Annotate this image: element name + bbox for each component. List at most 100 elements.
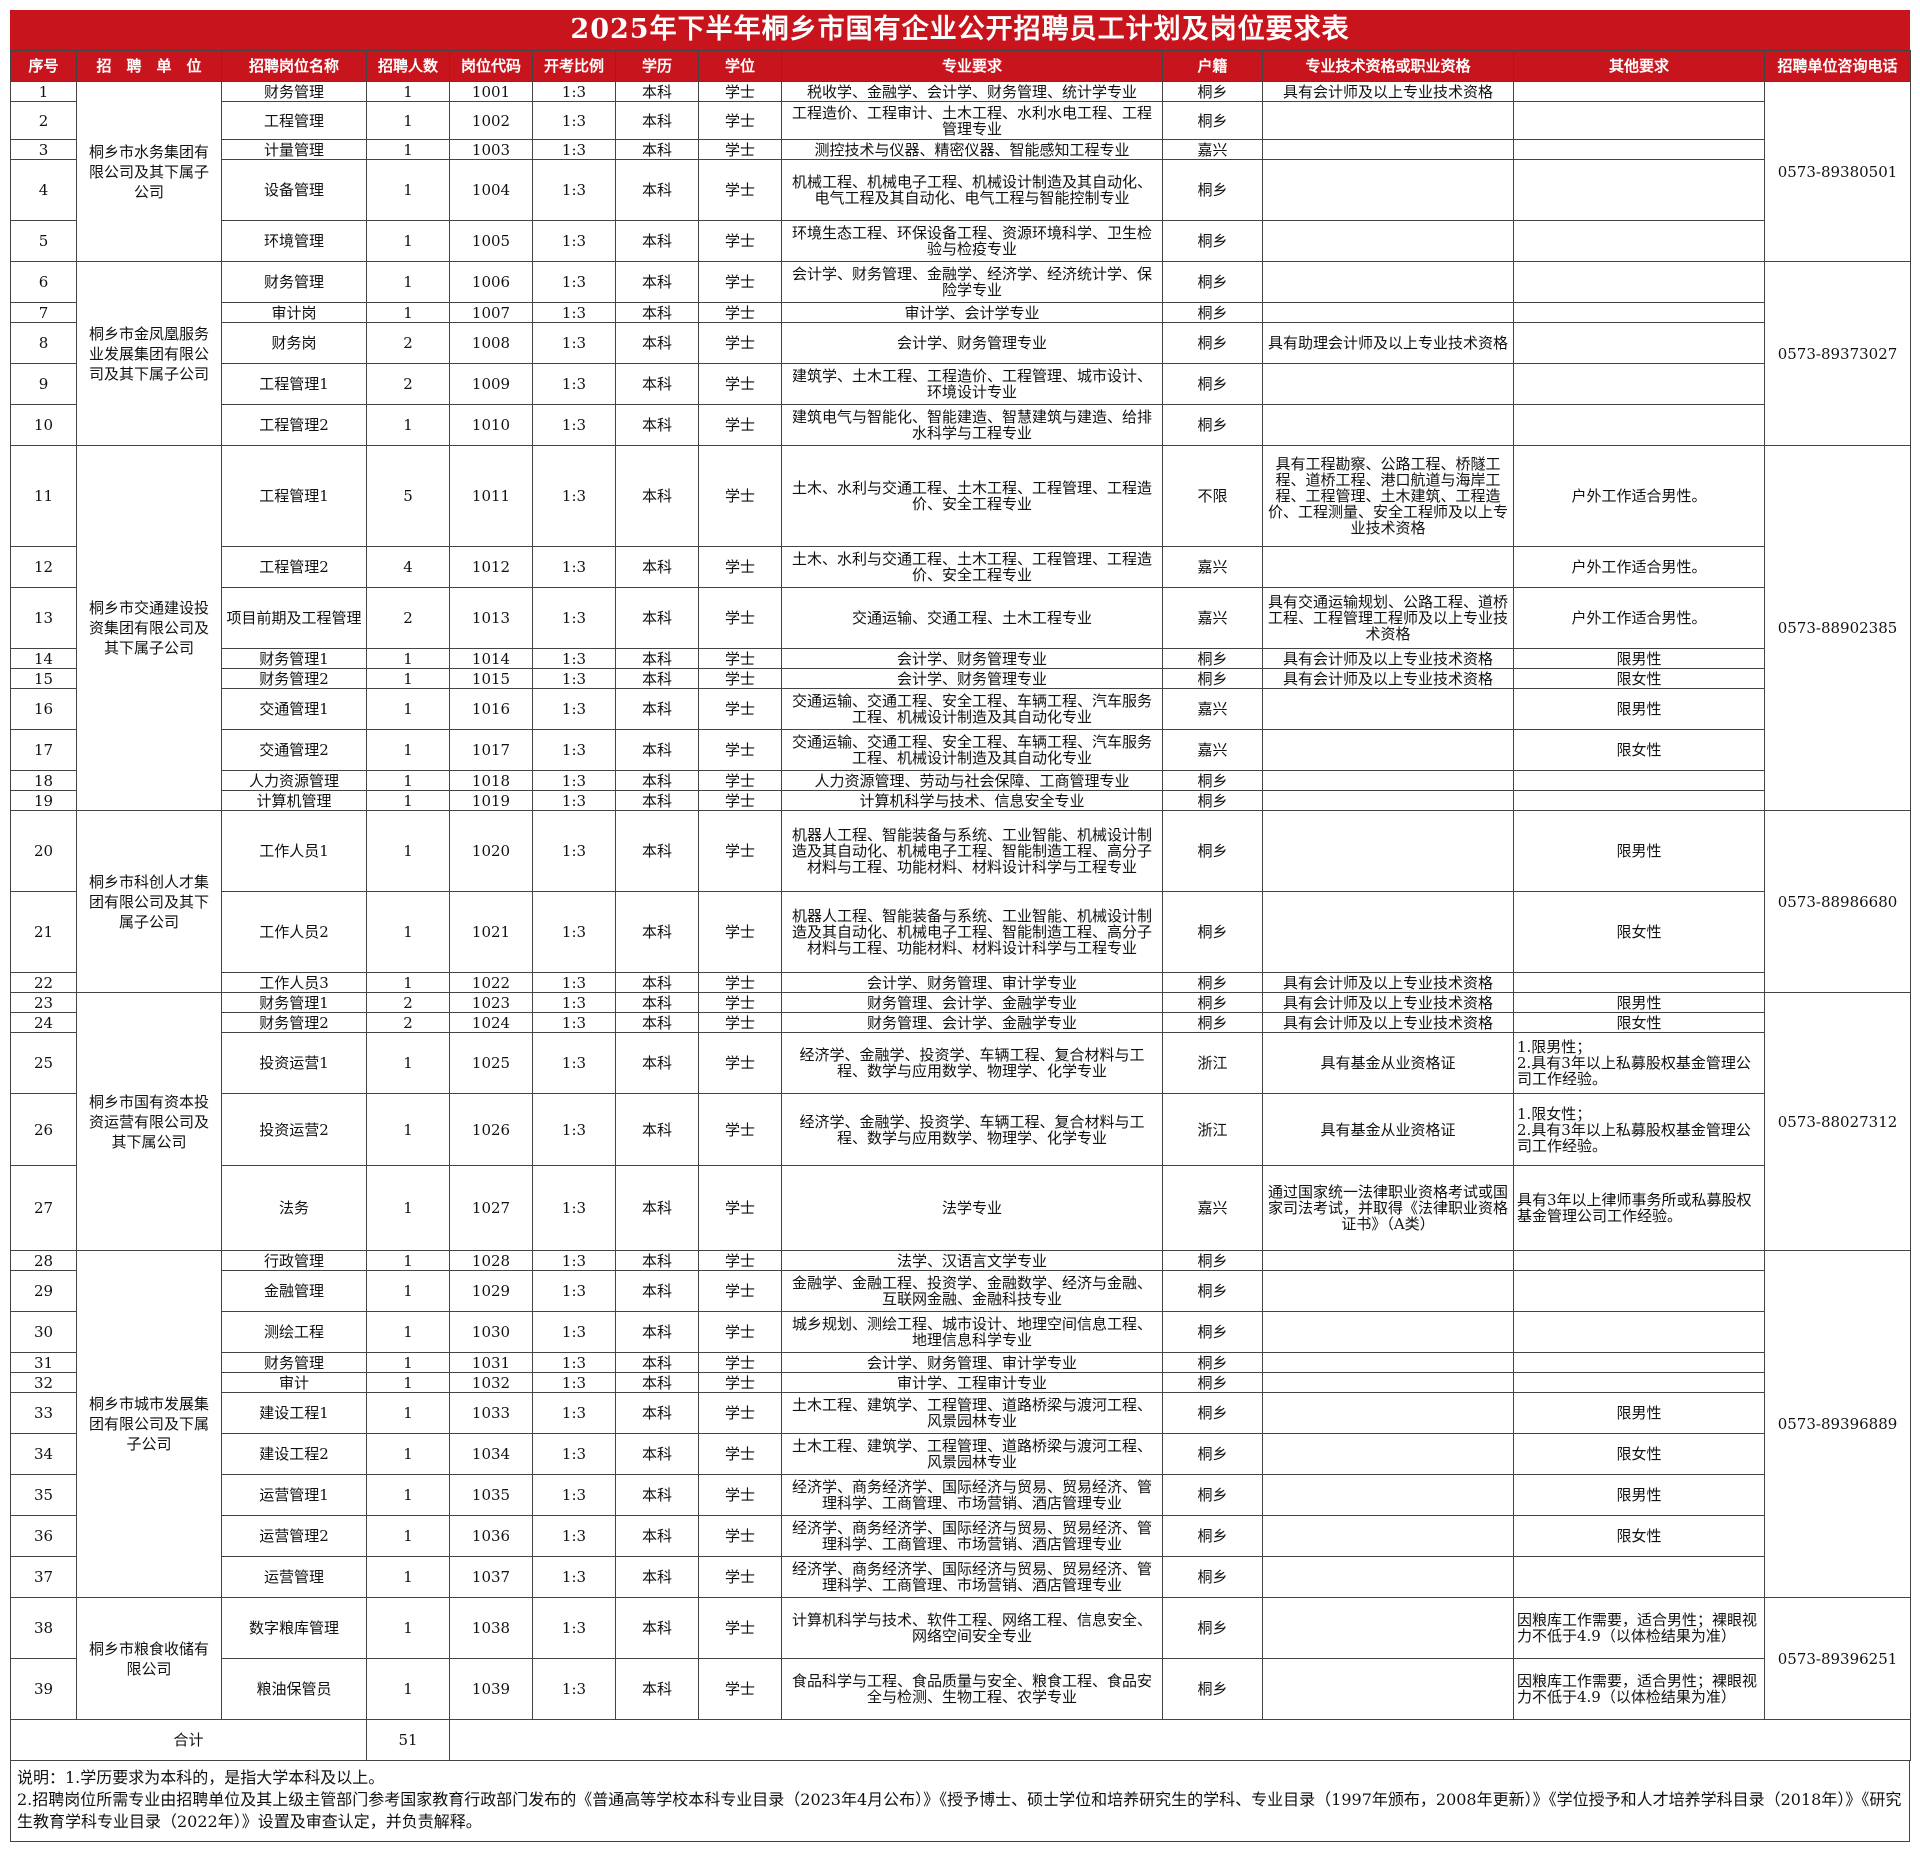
row-number-cell: 32	[10, 1372, 77, 1393]
major-requirement-cell: 计算机科学与技术、信息安全专业	[781, 790, 1163, 811]
row-number-cell: 7	[10, 302, 77, 323]
other-requirement-cell	[1513, 101, 1765, 140]
row-number-cell: 25	[10, 1032, 77, 1094]
hukou-cell: 桐乡	[1162, 220, 1263, 262]
qualification-cell	[1262, 159, 1514, 221]
column-header: 招聘单位咨询电话	[1764, 50, 1911, 82]
exam-ratio-cell: 1:3	[532, 587, 616, 649]
qualification-cell	[1262, 546, 1514, 588]
hukou-cell: 嘉兴	[1162, 1165, 1263, 1251]
row-number-cell: 24	[10, 1012, 77, 1033]
contact-phone: 0573-89373027	[1764, 261, 1911, 446]
post-code-cell: 1027	[449, 1165, 533, 1251]
other-requirement-cell: 具有3年以上律师事务所或私募股权基金管理公司工作经验。	[1513, 1165, 1765, 1251]
degree-cell: 学士	[698, 688, 782, 730]
education-cell: 本科	[615, 1352, 699, 1373]
post-code-cell: 1020	[449, 810, 533, 892]
post-name-cell: 金融管理	[221, 1270, 367, 1312]
degree-cell: 学士	[698, 445, 782, 547]
hukou-cell: 桐乡	[1162, 1250, 1263, 1271]
qualification-cell	[1262, 1392, 1514, 1434]
education-cell: 本科	[615, 688, 699, 730]
education-cell: 本科	[615, 101, 699, 140]
other-requirement-cell: 1.限男性； 2.具有3年以上私募股权基金管理公司工作经验。	[1513, 1032, 1765, 1094]
exam-ratio-cell: 1:3	[532, 363, 616, 405]
post-code-cell: 1003	[449, 139, 533, 160]
major-requirement-cell: 机器人工程、智能装备与系统、工业智能、机械设计制造及其自动化、机械电子工程、智能…	[781, 891, 1163, 973]
headcount-cell: 1	[366, 688, 450, 730]
hukou-cell: 桐乡	[1162, 101, 1263, 140]
education-cell: 本科	[615, 587, 699, 649]
degree-cell: 学士	[698, 1556, 782, 1598]
row-number-cell: 17	[10, 729, 77, 771]
post-code-cell: 1008	[449, 322, 533, 364]
row-number-cell: 14	[10, 648, 77, 669]
exam-ratio-cell: 1:3	[532, 404, 616, 446]
other-requirement-cell	[1513, 1372, 1765, 1393]
post-name-cell: 财务管理	[221, 1352, 367, 1373]
exam-ratio-cell: 1:3	[532, 790, 616, 811]
exam-ratio-cell: 1:3	[532, 1165, 616, 1251]
education-cell: 本科	[615, 770, 699, 791]
contact-phone: 0573-89380501	[1764, 81, 1911, 262]
headcount-cell: 2	[366, 322, 450, 364]
recruiting-unit: 桐乡市水务集团有限公司及其下属子公司	[76, 81, 222, 262]
exam-ratio-cell: 1:3	[532, 139, 616, 160]
qualification-cell	[1262, 363, 1514, 405]
degree-cell: 学士	[698, 1474, 782, 1516]
row-number-cell: 30	[10, 1311, 77, 1353]
post-name-cell: 工作人员2	[221, 891, 367, 973]
exam-ratio-cell: 1:3	[532, 445, 616, 547]
qualification-cell: 具有会计师及以上专业技术资格	[1262, 648, 1514, 669]
education-cell: 本科	[615, 1392, 699, 1434]
post-name-cell: 测绘工程	[221, 1311, 367, 1353]
post-name-cell: 审计	[221, 1372, 367, 1393]
education-cell: 本科	[615, 139, 699, 160]
post-code-cell: 1014	[449, 648, 533, 669]
qualification-cell	[1262, 790, 1514, 811]
total-label: 合计	[10, 1719, 367, 1761]
table-row: 10 工程管理2 1 1010 1:3 本科 学士 建筑电气与智能化、智能建造、智慧建筑与建造…	[10, 404, 1911, 446]
degree-cell: 学士	[698, 992, 782, 1013]
major-requirement-cell: 土木、水利与交通工程、土木工程、工程管理、工程造价、安全工程专业	[781, 445, 1163, 547]
hukou-cell: 嘉兴	[1162, 587, 1263, 649]
degree-cell: 学士	[698, 1658, 782, 1720]
post-name-cell: 投资运营1	[221, 1032, 367, 1094]
row-number-cell: 39	[10, 1658, 77, 1720]
row-number-cell: 6	[10, 261, 77, 303]
degree-cell: 学士	[698, 404, 782, 446]
hukou-cell: 桐乡	[1162, 1392, 1263, 1434]
degree-cell: 学士	[698, 1093, 782, 1166]
hukou-cell: 桐乡	[1162, 404, 1263, 446]
major-requirement-cell: 财务管理、会计学、金融学专业	[781, 1012, 1163, 1033]
post-code-cell: 1031	[449, 1352, 533, 1373]
degree-cell: 学士	[698, 101, 782, 140]
headcount-cell: 1	[366, 101, 450, 140]
table-row: 30 测绘工程 1 1030 1:3 本科 学士 城乡规划、测绘工程、城市设计、地理空间信息工…	[10, 1311, 1911, 1353]
other-requirement-cell	[1513, 1250, 1765, 1271]
major-requirement-cell: 建筑电气与智能化、智能建造、智慧建筑与建造、给排水科学与工程专业	[781, 404, 1163, 446]
exam-ratio-cell: 1:3	[532, 972, 616, 993]
hukou-cell: 嘉兴	[1162, 546, 1263, 588]
major-requirement-cell: 经济学、商务经济学、国际经济与贸易、贸易经济、管理科学、工商管理、市场营销、酒店…	[781, 1556, 1163, 1598]
hukou-cell: 桐乡	[1162, 1474, 1263, 1516]
other-requirement-cell	[1513, 972, 1765, 993]
degree-cell: 学士	[698, 81, 782, 102]
post-name-cell: 环境管理	[221, 220, 367, 262]
row-number-cell: 33	[10, 1392, 77, 1434]
post-name-cell: 工作人员1	[221, 810, 367, 892]
other-requirement-cell	[1513, 81, 1765, 102]
degree-cell: 学士	[698, 1311, 782, 1353]
table-row: 5 环境管理 1 1005 1:3 本科 学士 环境生态工程、环保设备工程、资源环境科学、卫生…	[10, 220, 1911, 262]
other-requirement-cell: 因粮库工作需要，适合男性；裸眼视力不低于4.9（以体检结果为准）	[1513, 1597, 1765, 1659]
post-name-cell: 工程管理1	[221, 445, 367, 547]
recruiting-unit: 桐乡市金凤凰服务业发展集团有限公司及其下属子公司	[76, 261, 222, 446]
education-cell: 本科	[615, 363, 699, 405]
post-name-cell: 财务管理2	[221, 1012, 367, 1033]
row-number-cell: 26	[10, 1093, 77, 1166]
major-requirement-cell: 交通运输、交通工程、安全工程、车辆工程、汽车服务工程、机械设计制造及其自动化专业	[781, 688, 1163, 730]
row-number-cell: 9	[10, 363, 77, 405]
other-requirement-cell	[1513, 322, 1765, 364]
column-header: 序号	[10, 50, 77, 82]
qualification-cell	[1262, 101, 1514, 140]
